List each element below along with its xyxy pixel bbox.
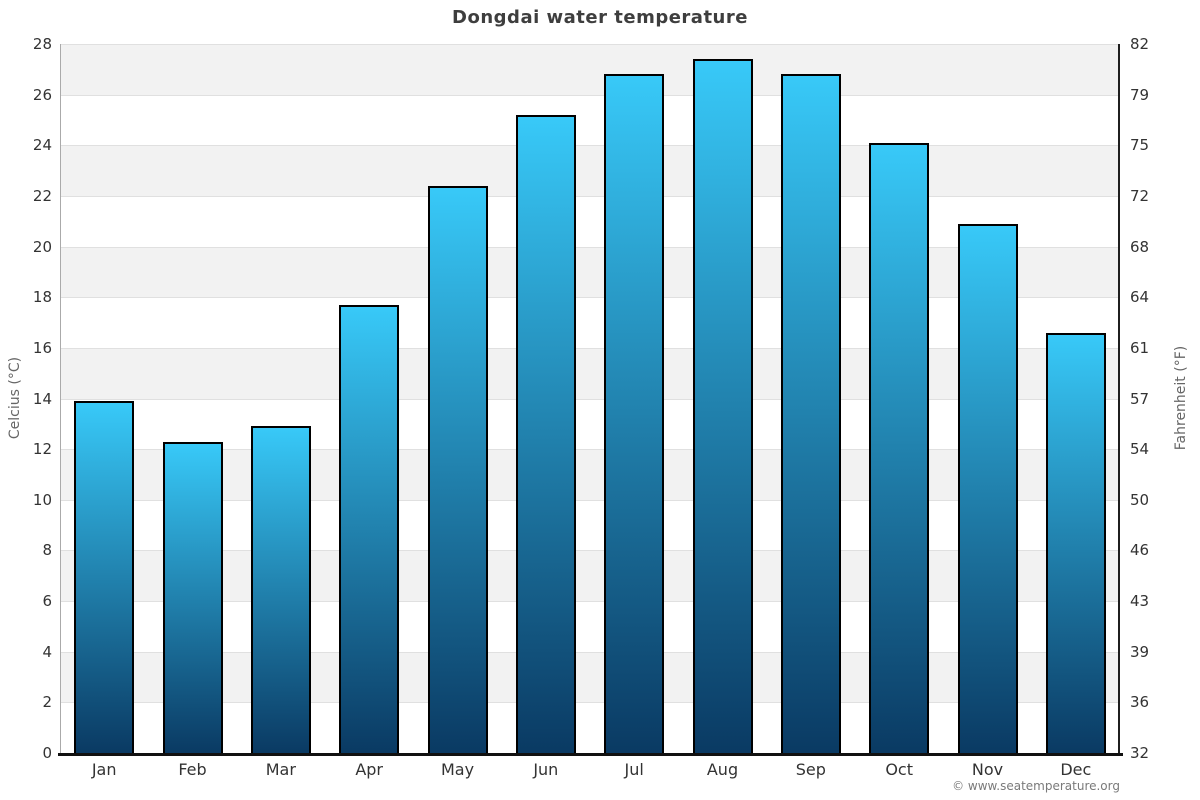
x-tick-label-dec: Dec [1060, 760, 1092, 779]
y-right-tick-label: 57 [1130, 389, 1150, 408]
y-left-tick-label: 10 [32, 490, 52, 509]
y-right-tick-label: 68 [1130, 237, 1150, 256]
y-right-tick-label: 32 [1130, 744, 1150, 762]
bar-may[interactable] [427, 185, 488, 753]
x-tick-label-oct: Oct [885, 760, 913, 779]
grid-line [60, 449, 1120, 451]
grid-line [60, 398, 1120, 400]
bar-dec[interactable] [1045, 332, 1106, 753]
y-left-tick-label: 0 [42, 744, 52, 762]
x-tick-label-sep: Sep [795, 760, 826, 779]
y-right-tick-label: 39 [1130, 642, 1150, 661]
grid-line [60, 601, 1120, 603]
y-axis-right-line [1118, 44, 1120, 753]
bar-jul[interactable] [604, 74, 665, 753]
y-left-tick-label: 12 [32, 440, 52, 459]
y-right-tick-label: 50 [1130, 490, 1150, 509]
y-right-tick-label: 54 [1130, 440, 1150, 459]
chart-title: Dongdai water temperature [452, 7, 748, 28]
y-axis-left-title: Celcius (°C) [7, 356, 23, 440]
bar-jan[interactable] [74, 401, 135, 753]
y-left-tick-label: 14 [32, 389, 52, 408]
y-axis-right-labels: 32 36 39 43 46 50 54 57 61 64 68 72 75 79 82 [1130, 35, 1190, 762]
bar-apr[interactable] [339, 304, 400, 753]
plot-band [60, 651, 1120, 703]
x-tick-label-aug: Aug [706, 760, 739, 779]
y-left-tick-label: 24 [32, 136, 52, 155]
y-left-tick-label: 28 [32, 35, 52, 53]
grid-line [60, 195, 1120, 197]
grid-line [60, 145, 1120, 147]
bar-jun[interactable] [515, 114, 576, 753]
y-right-tick-label: 61 [1130, 338, 1150, 357]
y-left-tick-label: 4 [42, 642, 52, 661]
bar-sep[interactable] [780, 74, 841, 753]
y-left-tick-label: 18 [32, 288, 52, 307]
copyright-link[interactable]: © www.seatemperature.org [952, 779, 1120, 793]
x-tick-label-may: May [440, 760, 475, 779]
plot-band [60, 95, 1120, 146]
grid-line [60, 297, 1120, 299]
plot-band [60, 449, 1120, 500]
grid-line [60, 499, 1120, 501]
y-right-tick-label: 36 [1130, 693, 1150, 712]
grid-line [60, 347, 1120, 349]
plot-band [60, 550, 1120, 602]
bar-nov[interactable] [957, 223, 1018, 753]
grid-line [60, 651, 1120, 653]
grid-line [60, 550, 1120, 552]
x-tick-label-jan: Jan [91, 760, 117, 779]
y-right-tick-label: 43 [1130, 592, 1150, 611]
bar-aug[interactable] [692, 59, 753, 753]
y-right-tick-label: 75 [1130, 136, 1150, 155]
plot-band [60, 44, 1120, 95]
grid-line [60, 44, 1120, 45]
y-right-tick-label: 82 [1130, 35, 1150, 53]
x-axis-labels: Jan Feb Mar Apr May Jun Jul Aug Sep Oct Nov Dec [60, 760, 1120, 784]
bar-oct[interactable] [869, 142, 930, 753]
x-tick-label-feb: Feb [178, 760, 207, 779]
y-left-tick-label: 26 [32, 85, 52, 104]
bar-mar[interactable] [250, 426, 311, 753]
y-left-tick-label: 8 [42, 541, 52, 560]
y-right-tick-label: 46 [1130, 541, 1150, 560]
y-right-tick-label: 79 [1130, 85, 1150, 104]
x-axis-line [58, 753, 1123, 756]
y-left-tick-label: 16 [32, 338, 52, 357]
plot-band [60, 145, 1120, 196]
y-left-tick-label: 6 [42, 592, 52, 611]
grid-line [60, 94, 1120, 96]
plot-band [60, 347, 1120, 399]
x-tick-label-jul: Jul [624, 760, 644, 779]
x-tick-label-nov: Nov [971, 760, 1004, 779]
y-axis-left-line [60, 44, 61, 753]
bar-feb[interactable] [162, 441, 223, 753]
x-tick-label-jun: Jun [533, 760, 559, 779]
x-tick-label-mar: Mar [265, 760, 296, 779]
plot-band [60, 246, 1120, 298]
grid-line [60, 246, 1120, 248]
y-right-tick-label: 64 [1130, 288, 1150, 307]
x-tick-label-apr: Apr [355, 760, 383, 779]
y-left-tick-label: 2 [42, 693, 52, 712]
plot-area [60, 44, 1120, 753]
y-right-tick-label: 72 [1130, 186, 1150, 205]
y-left-tick-label: 22 [32, 186, 52, 205]
y-left-tick-label: 20 [32, 237, 52, 256]
grid-line [60, 702, 1120, 704]
y-axis-left-labels: 0 2 4 6 8 10 12 14 16 18 20 22 24 26 28 [0, 35, 52, 762]
y-axis-right-title: Fahrenheit (°F) [1173, 345, 1189, 451]
